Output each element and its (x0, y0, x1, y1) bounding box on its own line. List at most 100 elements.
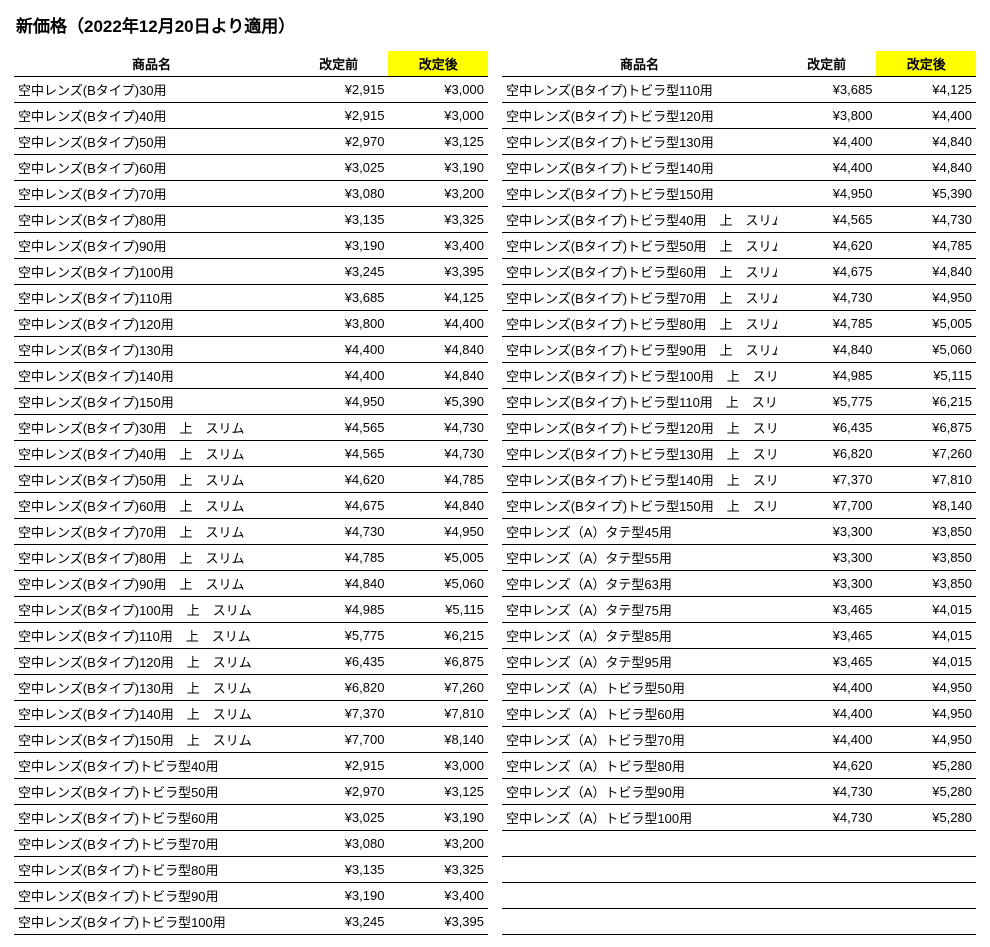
table-row: 空中レンズ(Bタイプ)80用 上 スリム¥4,785¥5,005 (14, 545, 488, 571)
table-row: 空中レンズ(Bタイプ)130用¥4,400¥4,840 (14, 337, 488, 363)
cell-name: 空中レンズ(Bタイプ)トビラ型120用 (502, 103, 777, 129)
table-row: 空中レンズ(Bタイプ)トビラ型110用¥3,685¥4,125 (502, 77, 976, 103)
table-row: 空中レンズ(Bタイプ)トビラ型90用¥3,190¥3,400 (14, 883, 488, 909)
table-row: 空中レンズ(Bタイプ)40用 上 スリム¥4,565¥4,730 (14, 441, 488, 467)
table-row-empty (502, 883, 976, 909)
table-row: 空中レンズ(Bタイプ)70用 上 スリム¥4,730¥4,950 (14, 519, 488, 545)
cell-name: 空中レンズ(Bタイプ)130用 上 スリム (14, 675, 289, 701)
header-row: 商品名 改定前 改定後 (502, 51, 976, 77)
cell-after: ¥5,005 (388, 545, 488, 571)
cell-after: ¥5,060 (388, 571, 488, 597)
right-column: 商品名 改定前 改定後 空中レンズ(Bタイプ)トビラ型110用¥3,685¥4,… (502, 51, 976, 935)
table-row: 空中レンズ(Bタイプ)トビラ型150用 上 スリム¥7,700¥8,140 (502, 493, 976, 519)
cell-name: 空中レンズ(Bタイプ)トビラ型70用 上 スリム (502, 285, 777, 311)
col-header-after: 改定後 (876, 51, 976, 77)
cell-after: ¥5,115 (388, 597, 488, 623)
cell-name: 空中レンズ(Bタイプ)120用 (14, 311, 289, 337)
cell-name: 空中レンズ(Bタイプ)110用 上 スリム (14, 623, 289, 649)
table-row: 空中レンズ(Bタイプ)トビラ型60用¥3,025¥3,190 (14, 805, 488, 831)
cell-after: ¥3,125 (388, 779, 488, 805)
table-row: 空中レンズ（A）タテ型85用¥3,465¥4,015 (502, 623, 976, 649)
cell-before: ¥3,190 (289, 233, 389, 259)
cell-name: 空中レンズ(Bタイプ)80用 上 スリム (14, 545, 289, 571)
cell-before: ¥4,565 (289, 415, 389, 441)
cell-name: 空中レンズ(Bタイプ)70用 (14, 181, 289, 207)
cell-before: ¥4,785 (289, 545, 389, 571)
cell-name: 空中レンズ(Bタイプ)トビラ型40用 上 スリム (502, 207, 777, 233)
cell-after: ¥3,395 (388, 909, 488, 935)
cell-before: ¥4,400 (777, 129, 877, 155)
cell-after: ¥4,125 (876, 77, 976, 103)
cell-after: ¥4,400 (876, 103, 976, 129)
left-column: 商品名 改定前 改定後 空中レンズ(Bタイプ)30用¥2,915¥3,000空中… (14, 51, 488, 935)
cell-after: ¥3,850 (876, 545, 976, 571)
cell-after: ¥3,850 (876, 571, 976, 597)
cell-after: ¥5,280 (876, 753, 976, 779)
page-title: 新価格（2022年12月20日より適用） (16, 12, 976, 37)
table-row: 空中レンズ(Bタイプ)トビラ型110用 上 スリム¥5,775¥6,215 (502, 389, 976, 415)
table-row: 空中レンズ（A）トビラ型80用¥4,620¥5,280 (502, 753, 976, 779)
cell-before: ¥4,565 (777, 207, 877, 233)
table-row: 空中レンズ(Bタイプ)トビラ型120用 上 スリム¥6,435¥6,875 (502, 415, 976, 441)
cell-before: ¥4,620 (289, 467, 389, 493)
table-row: 空中レンズ（A）タテ型75用¥3,465¥4,015 (502, 597, 976, 623)
cell-after: ¥4,950 (876, 701, 976, 727)
cell-before: ¥4,840 (289, 571, 389, 597)
cell-before: ¥4,840 (777, 337, 877, 363)
cell-before: ¥3,300 (777, 519, 877, 545)
cell-before: ¥4,730 (777, 805, 877, 831)
cell-after: ¥5,115 (876, 363, 976, 389)
cell-before: ¥3,190 (289, 883, 389, 909)
cell-before: ¥4,400 (777, 701, 877, 727)
cell-name: 空中レンズ(Bタイプ)トビラ型60用 上 スリム (502, 259, 777, 285)
cell-name: 空中レンズ(Bタイプ)90用 上 スリム (14, 571, 289, 597)
cell-name: 空中レンズ(Bタイプ)30用 上 スリム (14, 415, 289, 441)
cell-name: 空中レンズ(Bタイプ)140用 上 スリム (14, 701, 289, 727)
cell-name: 空中レンズ(Bタイプ)トビラ型90用 上 スリム (502, 337, 777, 363)
cell-after: ¥4,840 (388, 337, 488, 363)
table-row: 空中レンズ(Bタイプ)130用 上 スリム¥6,820¥7,260 (14, 675, 488, 701)
table-row: 空中レンズ(Bタイプ)トビラ型50用 上 スリム¥4,620¥4,785 (502, 233, 976, 259)
cell-after: ¥4,785 (876, 233, 976, 259)
cell-name: 空中レンズ(Bタイプ)30用 (14, 77, 289, 103)
cell-before: ¥7,370 (289, 701, 389, 727)
table-row: 空中レンズ(Bタイプ)トビラ型80用¥3,135¥3,325 (14, 857, 488, 883)
cell-name: 空中レンズ（A）トビラ型60用 (502, 701, 777, 727)
table-row: 空中レンズ(Bタイプ)トビラ型60用 上 スリム¥4,675¥4,840 (502, 259, 976, 285)
cell-name: 空中レンズ(Bタイプ)150用 (14, 389, 289, 415)
table-row: 空中レンズ(Bタイプ)トビラ型50用¥2,970¥3,125 (14, 779, 488, 805)
cell-after: ¥4,840 (388, 493, 488, 519)
cell-name: 空中レンズ(Bタイプ)トビラ型40用 (14, 753, 289, 779)
cell-name: 空中レンズ(Bタイプ)80用 (14, 207, 289, 233)
table-row: 空中レンズ(Bタイプ)トビラ型150用¥4,950¥5,390 (502, 181, 976, 207)
cell-after: ¥3,400 (388, 233, 488, 259)
table-row: 空中レンズ（A）タテ型95用¥3,465¥4,015 (502, 649, 976, 675)
col-header-before: 改定前 (777, 51, 877, 77)
table-row: 空中レンズ(Bタイプ)トビラ型90用 上 スリム¥4,840¥5,060 (502, 337, 976, 363)
col-header-before: 改定前 (289, 51, 389, 77)
cell-before: ¥3,800 (289, 311, 389, 337)
cell-before: ¥6,435 (777, 415, 877, 441)
cell-name: 空中レンズ(Bタイプ)40用 上 スリム (14, 441, 289, 467)
table-row: 空中レンズ(Bタイプ)トビラ型100用 上 スリム¥4,985¥5,115 (502, 363, 976, 389)
table-row: 空中レンズ(Bタイプ)トビラ型120用¥3,800¥4,400 (502, 103, 976, 129)
table-row: 空中レンズ(Bタイプ)70用¥3,080¥3,200 (14, 181, 488, 207)
cell-before: ¥3,025 (289, 805, 389, 831)
table-row-empty (502, 857, 976, 883)
cell-name: 空中レンズ(Bタイプ)40用 (14, 103, 289, 129)
cell-name: 空中レンズ(Bタイプ)トビラ型130用 上 スリム (502, 441, 777, 467)
cell-before: ¥6,820 (777, 441, 877, 467)
cell-name: 空中レンズ(Bタイプ)90用 (14, 233, 289, 259)
cell-after: ¥4,400 (388, 311, 488, 337)
cell-after: ¥5,390 (876, 181, 976, 207)
table-row: 空中レンズ(Bタイプ)トビラ型130用¥4,400¥4,840 (502, 129, 976, 155)
table-row-empty (502, 831, 976, 857)
cell-after: ¥3,200 (388, 181, 488, 207)
cell-name: 空中レンズ（A）トビラ型50用 (502, 675, 777, 701)
table-row: 空中レンズ（A）トビラ型100用¥4,730¥5,280 (502, 805, 976, 831)
cell-name: 空中レンズ(Bタイプ)トビラ型110用 上 スリム (502, 389, 777, 415)
cell-before: ¥4,785 (777, 311, 877, 337)
cell-name: 空中レンズ(Bタイプ)トビラ型50用 (14, 779, 289, 805)
table-row: 空中レンズ（A）トビラ型50用¥4,400¥4,950 (502, 675, 976, 701)
cell-after: ¥3,395 (388, 259, 488, 285)
